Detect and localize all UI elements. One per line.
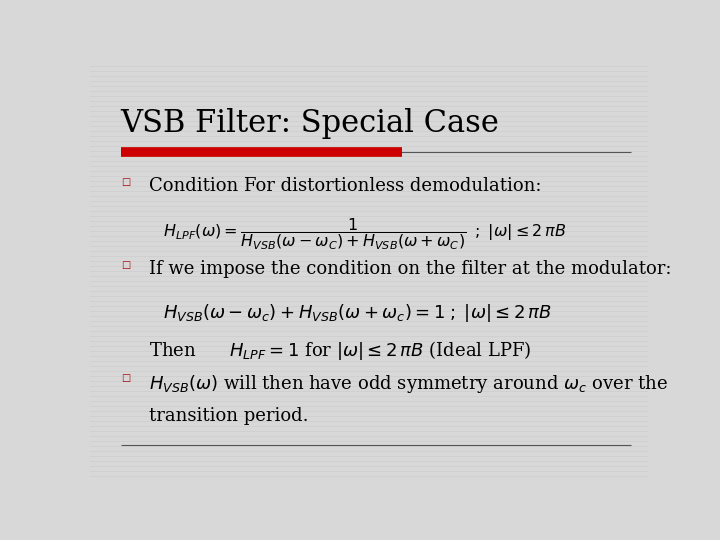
Text: □: □ xyxy=(121,177,130,187)
Text: $H_{VSB}(\omega)$ will then have odd symmetry around $\omega_c$ over the: $H_{VSB}(\omega)$ will then have odd sym… xyxy=(148,373,667,395)
Text: VSB Filter: Special Case: VSB Filter: Special Case xyxy=(121,109,500,139)
Text: transition period.: transition period. xyxy=(148,407,308,424)
Text: Condition For distortionless demodulation:: Condition For distortionless demodulatio… xyxy=(148,177,541,195)
Text: $H_{LPF}(\omega) = \dfrac{1}{H_{VSB}(\omega-\omega_C)+H_{VSB}(\omega+\omega_C)}$: $H_{LPF}(\omega) = \dfrac{1}{H_{VSB}(\om… xyxy=(163,217,566,252)
Text: If we impose the condition on the filter at the modulator:: If we impose the condition on the filter… xyxy=(148,260,671,278)
Text: □: □ xyxy=(121,260,130,270)
Text: Then      $H_{LPF} = 1$ for $|\omega|\leq 2\,\pi B$ (Ideal LPF): Then $H_{LPF} = 1$ for $|\omega|\leq 2\,… xyxy=(148,339,531,362)
Text: $H_{VSB}(\omega-\omega_c) + H_{VSB}(\omega+\omega_c) = 1\;;\;|\omega|\leq 2\,\pi: $H_{VSB}(\omega-\omega_c) + H_{VSB}(\ome… xyxy=(163,302,552,324)
Text: □: □ xyxy=(121,373,130,383)
